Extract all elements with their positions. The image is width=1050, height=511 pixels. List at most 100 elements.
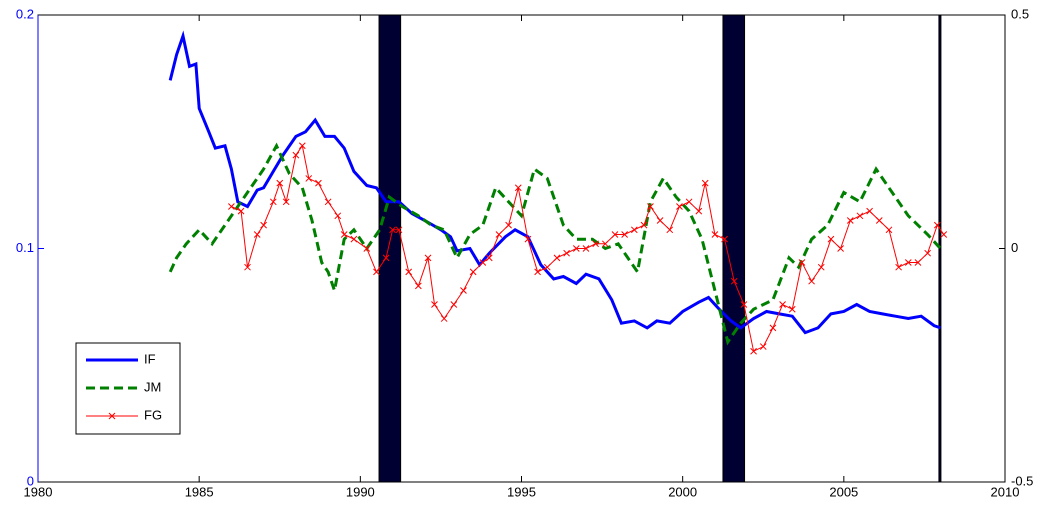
series-line — [168, 142, 942, 346]
y-tick-label: 0.2 — [16, 6, 34, 21]
series-marker — [305, 175, 313, 182]
series-marker — [866, 207, 873, 215]
series-marker — [895, 263, 902, 271]
series-marker — [340, 231, 348, 238]
series-marker — [363, 245, 371, 252]
series-marker — [276, 179, 284, 187]
series-marker — [450, 301, 458, 308]
x-tick-label: 1995 — [507, 484, 536, 499]
series-marker — [485, 254, 493, 262]
series-marker — [524, 235, 532, 243]
series-marker — [924, 249, 931, 257]
y2-tick-label: 0 — [1011, 240, 1018, 255]
series-marker — [553, 254, 561, 262]
series-marker — [253, 231, 261, 238]
series-marker — [647, 203, 654, 210]
y-tick-label: 0 — [27, 473, 34, 488]
series-marker — [701, 179, 709, 187]
series-marker — [324, 198, 332, 206]
series-marker — [350, 235, 358, 243]
series-marker — [940, 231, 948, 238]
series-marker — [666, 226, 674, 234]
series-marker — [389, 226, 396, 234]
series-marker — [592, 240, 599, 248]
series-marker — [837, 245, 844, 252]
series-marker — [875, 217, 883, 224]
x-tick-label: 2010 — [991, 484, 1020, 499]
series-marker — [885, 226, 893, 234]
series-marker — [237, 207, 245, 215]
series-marker — [543, 263, 551, 271]
series-marker — [721, 235, 728, 243]
x-tick-label: 1985 — [185, 484, 214, 499]
series-marker — [933, 221, 941, 229]
series-marker — [798, 259, 806, 266]
series-marker — [695, 207, 703, 215]
series-marker — [779, 301, 786, 308]
series-marker — [856, 212, 864, 220]
legend-marker — [108, 412, 116, 420]
series-marker — [730, 277, 738, 285]
series-marker — [495, 231, 503, 238]
series-marker — [315, 179, 322, 187]
series-marker — [460, 287, 467, 294]
series-marker — [469, 268, 477, 276]
series-marker — [759, 343, 767, 350]
shaded-period — [378, 14, 402, 483]
series-marker — [479, 259, 487, 266]
series-marker — [630, 226, 638, 234]
plot-area — [38, 15, 1005, 482]
series-marker — [298, 142, 306, 150]
series-marker — [282, 198, 290, 206]
series-marker — [382, 254, 390, 262]
series-line — [168, 30, 942, 335]
x-tick-label: 1980 — [24, 484, 53, 499]
series-marker — [582, 245, 590, 252]
series-marker — [373, 268, 380, 276]
series-marker — [563, 249, 570, 257]
series-marker — [405, 268, 413, 276]
y2-tick-label: -0.5 — [1011, 473, 1033, 488]
series-marker — [904, 259, 912, 266]
y2-tick-label: 0.5 — [1011, 6, 1029, 21]
series-marker — [424, 254, 432, 262]
series-marker — [685, 198, 693, 206]
series-marker — [534, 268, 541, 276]
series-marker — [914, 259, 922, 266]
series-marker — [260, 221, 267, 229]
legend-label: IF — [144, 351, 156, 366]
x-tick-label: 2000 — [668, 484, 697, 499]
series-marker — [769, 324, 777, 332]
series-marker — [505, 221, 512, 229]
series-marker — [676, 203, 683, 210]
legend-label: JM — [144, 379, 161, 394]
series-marker — [395, 226, 403, 234]
legend-label: FG — [144, 407, 162, 422]
series-marker — [514, 184, 522, 192]
series-marker — [640, 221, 648, 229]
series-marker — [817, 263, 825, 271]
series-marker — [621, 231, 629, 238]
series-marker — [431, 301, 438, 308]
series-marker — [808, 277, 815, 285]
series-marker — [414, 282, 422, 290]
series-marker — [827, 235, 835, 243]
series-marker — [292, 151, 300, 159]
series-marker — [228, 203, 235, 210]
y-tick-label: 0.1 — [16, 240, 34, 255]
series-marker — [269, 198, 277, 206]
x-tick-label: 1990 — [346, 484, 375, 499]
series-marker — [611, 231, 619, 238]
series-marker — [740, 301, 748, 308]
series-marker — [750, 347, 757, 355]
series-marker — [656, 217, 664, 224]
series-marker — [711, 231, 719, 238]
series-marker — [601, 240, 609, 248]
x-tick-label: 2005 — [829, 484, 858, 499]
series-marker — [440, 315, 448, 322]
series-marker — [572, 245, 580, 252]
series-marker — [244, 263, 251, 271]
series-marker — [788, 305, 796, 313]
shaded-period — [722, 14, 746, 483]
